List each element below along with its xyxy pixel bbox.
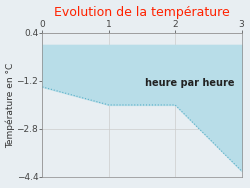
Title: Evolution de la température: Evolution de la température <box>54 6 230 19</box>
Text: heure par heure: heure par heure <box>145 78 235 88</box>
Y-axis label: Température en °C: Température en °C <box>6 62 15 148</box>
